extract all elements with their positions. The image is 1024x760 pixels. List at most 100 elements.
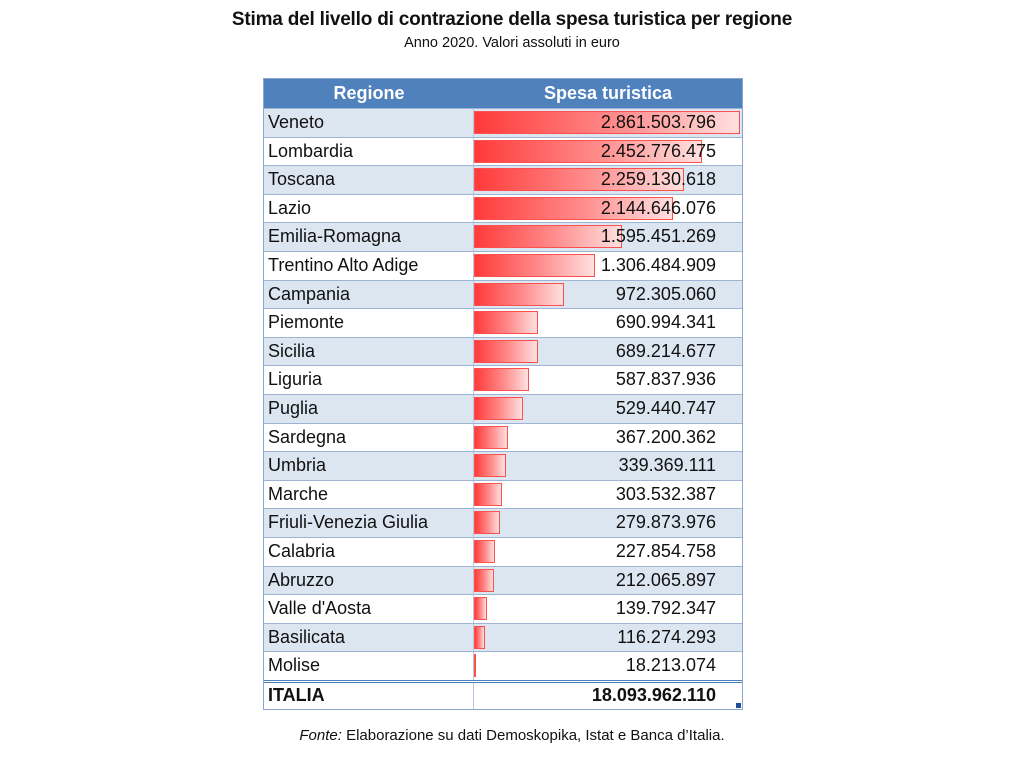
table-row: Campania 972.305.060: [264, 279, 742, 309]
region-name: Veneto: [268, 112, 325, 132]
column-divider: [473, 595, 474, 623]
column-divider: [473, 452, 474, 480]
spesa-value: 212.065.897: [615, 569, 716, 590]
region-name: Abruzzo: [268, 569, 335, 590]
column-divider: [473, 337, 474, 366]
chart-subtitle: Anno 2020. Valori assoluti in euro: [404, 35, 620, 51]
column-divider: [473, 137, 474, 166]
spesa-value: 972.305.060: [615, 283, 716, 304]
data-bar: [474, 568, 494, 592]
data-bar: [474, 111, 740, 134]
data-bar: [474, 139, 702, 163]
region-name: Liguria: [268, 369, 323, 390]
region-name: Campania: [268, 283, 351, 304]
data-bar: [474, 540, 496, 563]
column-divider: [473, 652, 474, 680]
data-bar: [474, 282, 565, 306]
table-row: Veneto 2.861.503.796: [264, 108, 742, 137]
source-note: Fonte: Elaborazione su dati Demoskopika,…: [0, 727, 1024, 744]
region-name: Molise: [268, 655, 321, 676]
spesa-value: 279.873.976: [615, 512, 716, 533]
column-divider: [473, 366, 474, 394]
table-row: Marche 303.532.387: [264, 479, 742, 509]
spesa-value: 690.994.341: [615, 312, 716, 333]
column-divider: [473, 683, 474, 709]
column-header-spesa: Spesa turistica: [543, 83, 673, 103]
region-name: Lazio: [268, 197, 312, 218]
spesa-value: 2.259.130.618: [600, 169, 716, 190]
data-bar: [474, 196, 674, 220]
column-divider: [473, 566, 474, 595]
region-name: Trentino Alto Adige: [268, 255, 419, 275]
region-name: Friuli-Venezia Giulia: [268, 512, 429, 533]
data-bar: [474, 225, 623, 249]
column-divider: [473, 280, 474, 309]
region-name: Basilicata: [268, 626, 346, 647]
spesa-value: 2.452.776.475: [600, 140, 716, 161]
region-name: Calabria: [268, 541, 336, 561]
spesa-value: 116.274.293: [617, 626, 716, 647]
data-bar: [474, 397, 524, 420]
data-bar: [474, 597, 487, 621]
data-bar: [474, 311, 539, 335]
data-bar: [474, 425, 509, 449]
table-row: Molise 18.213.074: [264, 651, 742, 680]
region-name: Sardegna: [268, 426, 347, 447]
data-bar: [474, 254, 596, 277]
data-bar: [474, 482, 503, 506]
spesa-value: 139.792.347: [615, 598, 716, 619]
chart-title: Stima del livello di contrazione della s…: [231, 9, 793, 30]
total-label: ITALIA: [268, 685, 325, 705]
spesa-value: 2.144.646.076: [600, 197, 716, 218]
source-text: Elaborazione su dati Demoskopika, Istat …: [341, 727, 725, 744]
data-bar: [474, 654, 476, 678]
data-bar: [474, 368, 529, 392]
region-name: Sicilia: [268, 340, 316, 361]
data-table: Regione Spesa turistica Veneto 2.861.503.…: [263, 78, 743, 710]
table-row: Toscana 2.259.130.618: [264, 165, 742, 194]
table-row: Calabria 227.854.758: [264, 537, 742, 566]
resize-handle-icon: [736, 703, 741, 708]
region-name: Lombardia: [268, 140, 354, 161]
column-divider: [473, 480, 474, 509]
table-row: Puglia 529.440.747: [264, 394, 742, 423]
table-row: Trentino Alto Adige 1.306.484.909: [264, 251, 742, 280]
region-name: Toscana: [268, 169, 336, 190]
region-name: Valle d'Aosta: [268, 598, 372, 619]
table-row: Abruzzo 212.065.897: [264, 565, 742, 595]
total-value: 18.093.962.110: [591, 685, 716, 705]
column-divider: [473, 623, 474, 652]
table-row: Basilicata 116.274.293: [264, 622, 742, 652]
spesa-value: 303.532.387: [615, 483, 716, 504]
region-name: Puglia: [268, 398, 319, 418]
data-bar: [474, 168, 684, 192]
spesa-value: 587.837.936: [615, 369, 716, 390]
spesa-value: 1.306.484.909: [600, 255, 716, 275]
column-divider: [473, 223, 474, 251]
total-row: ITALIA 18.093.962.110: [264, 680, 742, 709]
region-name: Emilia-Romagna: [268, 226, 402, 247]
source-label: Fonte:: [299, 727, 342, 744]
column-divider: [473, 166, 474, 194]
column-divider: [473, 109, 474, 137]
spesa-value: 367.200.362: [615, 426, 716, 447]
table-row: Piemonte 690.994.341: [264, 308, 742, 337]
table-row: Lombardia 2.452.776.475: [264, 136, 742, 166]
table-row: Liguria 587.837.936: [264, 365, 742, 394]
table-row: Lazio 2.144.646.076: [264, 193, 742, 223]
table-row: Umbria 339.369.111: [264, 451, 742, 480]
table-row: Sardegna 367.200.362: [264, 422, 742, 452]
spesa-value: 227.854.758: [615, 541, 716, 561]
column-divider: [473, 509, 474, 537]
spesa-value: 2.861.503.796: [600, 112, 716, 132]
region-name: Piemonte: [268, 312, 345, 333]
table-row: Sicilia 689.214.677: [264, 336, 742, 366]
spesa-value: 1.595.451.269: [600, 226, 716, 247]
data-bar: [474, 339, 539, 363]
data-bar: [474, 511, 501, 535]
column-divider: [473, 395, 474, 423]
column-divider: [473, 423, 474, 452]
column-divider: [473, 309, 474, 337]
spesa-value: 339.369.111: [618, 455, 716, 476]
data-bar: [474, 454, 506, 478]
